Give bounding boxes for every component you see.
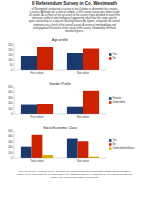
y-axis <box>14 87 15 114</box>
y-tick-label: 400 <box>8 134 13 138</box>
y-tick-label: 100 <box>8 151 13 155</box>
bars <box>21 91 99 114</box>
bar-chart: Socio Economic Class 0100 200300 400500 Tota… <box>8 126 135 163</box>
legend-swatch <box>109 97 112 100</box>
bar <box>21 56 37 70</box>
legend-label: Yes <box>113 138 118 142</box>
legend: YesNo <box>109 52 117 60</box>
footer-text: In the overall socio economic/ gender/ a… <box>18 170 131 172</box>
bar-chart: Age profile 050100150200250 First cohort No… <box>8 38 117 75</box>
bar <box>67 139 78 158</box>
chart-page: II Referendum Survey in Co. Westmeathof … <box>0 0 149 198</box>
x-tick-label: Total cohort <box>30 159 44 163</box>
bar <box>37 47 53 70</box>
footer-text: Positive vote in rural areas. Positive i… <box>50 176 99 178</box>
legend-label: No <box>113 142 117 146</box>
bar <box>78 141 89 158</box>
bar <box>67 53 83 70</box>
legend-swatch <box>109 57 112 60</box>
bar <box>42 155 53 158</box>
y-tick-label: 200 <box>8 145 13 149</box>
chart-title: Age profile <box>52 38 68 42</box>
bar <box>37 104 53 114</box>
y-tick-label: 50 <box>10 63 13 67</box>
x-tick-label: Not cohort <box>77 71 89 75</box>
legend-swatch <box>109 101 112 104</box>
legend: FemaleUndecided <box>109 96 125 104</box>
legend-swatch <box>109 139 112 142</box>
y-tick-label: 300 <box>8 140 13 144</box>
y-tick-label: 150 <box>8 53 13 57</box>
intro-text: detailed figures. <box>65 29 84 33</box>
x-tick-label: First cohort <box>31 71 44 75</box>
y-tick-label: 200 <box>8 101 13 105</box>
page-title: II Referendum Survey in Co. Westmeath <box>32 1 117 6</box>
y-tick-label: 100 <box>8 107 13 111</box>
bars <box>21 135 99 158</box>
y-axis <box>14 131 15 158</box>
y-tick-label: 500 <box>8 129 13 133</box>
x-tick-label: First cohort <box>31 115 44 119</box>
y-tick-label: 0 <box>11 68 13 72</box>
bar <box>88 157 99 158</box>
legend-label: Female <box>113 96 122 100</box>
y-tick-label: 100 <box>8 58 13 62</box>
x-tick-label: Not cohort <box>77 159 89 163</box>
chart-title: Gender Profile <box>49 82 71 86</box>
bar <box>21 147 32 158</box>
bar <box>83 91 99 114</box>
legend-swatch <box>109 147 112 150</box>
legend-label: No <box>113 56 117 60</box>
y-tick-label: 200 <box>8 48 13 52</box>
y-tick-label: 400 <box>8 90 13 94</box>
legend-label: Undecided <box>113 100 126 104</box>
bar <box>67 107 83 114</box>
y-axis <box>14 43 15 70</box>
bar <box>21 105 37 114</box>
bar <box>32 135 43 158</box>
y-tick-label: 0 <box>11 112 13 116</box>
footer-text: Positive vote in rural areas. The very h… <box>17 173 134 175</box>
chart-title: Socio Economic Class <box>43 126 77 130</box>
legend: YesNoUndecided millions <box>109 138 135 150</box>
y-tick-label: 300 <box>8 96 13 100</box>
y-tick-label: 0 <box>11 156 13 160</box>
x-axis <box>14 70 106 71</box>
background <box>0 0 149 198</box>
x-tick-label: Not cohort <box>77 115 89 119</box>
y-tick-label: 250 <box>8 43 13 47</box>
x-axis <box>14 114 106 115</box>
legend-swatch <box>109 143 112 146</box>
legend-label: Yes <box>113 52 118 56</box>
x-axis <box>14 158 106 159</box>
bars <box>21 47 99 70</box>
legend-swatch <box>109 53 112 56</box>
y-tick-label: 500 <box>8 85 13 89</box>
legend-label: Undecided millions <box>113 146 135 150</box>
bar-chart: Gender Profile 0100 200300 400500 First coho… <box>8 82 125 119</box>
bar <box>83 49 99 71</box>
